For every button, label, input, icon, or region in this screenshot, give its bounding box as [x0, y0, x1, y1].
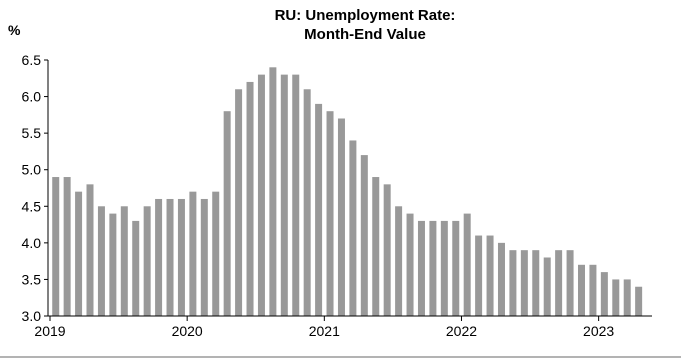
- x-tick-label: 2022: [446, 323, 477, 339]
- bar: [212, 191, 220, 316]
- chart-title: RU: Unemployment Rate:: [274, 7, 456, 24]
- bar: [143, 206, 151, 316]
- bar: [509, 250, 517, 316]
- x-tick-label: 2021: [309, 323, 340, 339]
- bar: [349, 140, 357, 316]
- bar: [326, 111, 334, 316]
- bar: [257, 74, 265, 316]
- bar: [303, 89, 311, 316]
- y-axis-unit-label: %: [8, 22, 21, 38]
- bar: [417, 220, 425, 316]
- x-tick-label: 2023: [583, 323, 614, 339]
- x-tick-label: 2019: [34, 323, 65, 339]
- x-tick-label: 2020: [172, 323, 203, 339]
- y-tick-label: 6.5: [22, 52, 42, 68]
- y-tick-label: 4.0: [22, 235, 42, 251]
- bar: [463, 213, 471, 316]
- bar: [97, 206, 105, 316]
- bar: [600, 272, 608, 316]
- bar: [623, 279, 631, 316]
- bar: [360, 155, 368, 316]
- bar: [235, 89, 243, 316]
- bar: [189, 191, 197, 316]
- bar: [566, 250, 574, 316]
- bar: [612, 279, 620, 316]
- bar: [589, 264, 597, 316]
- bar: [440, 220, 448, 316]
- bar: [109, 213, 117, 316]
- bar: [337, 118, 345, 316]
- bar: [246, 81, 254, 316]
- bar: [177, 198, 185, 316]
- bar: [520, 250, 528, 316]
- y-tick-label: 5.0: [22, 162, 42, 178]
- bar: [406, 213, 414, 316]
- bar: [383, 184, 391, 316]
- bar: [532, 250, 540, 316]
- bar: [372, 177, 380, 316]
- bar: [429, 220, 437, 316]
- y-tick-label: 4.5: [22, 198, 42, 214]
- chart-subtitle: Month-End Value: [304, 26, 426, 43]
- bar: [555, 250, 563, 316]
- bar: [486, 235, 494, 316]
- y-tick-label: 6.0: [22, 89, 42, 105]
- bar: [155, 198, 163, 316]
- bar: [280, 74, 288, 316]
- bar: [497, 242, 505, 316]
- bar: [315, 103, 323, 316]
- y-tick-label: 5.5: [22, 125, 42, 141]
- bar: [635, 286, 643, 316]
- bar: [200, 198, 208, 316]
- bar: [452, 220, 460, 316]
- bar: [120, 206, 128, 316]
- y-tick-label: 3.5: [22, 271, 42, 287]
- bar: [543, 257, 551, 316]
- bar: [132, 220, 140, 316]
- bar: [223, 111, 231, 316]
- y-tick-label: 3.0: [22, 308, 42, 324]
- bar: [578, 264, 585, 316]
- bar: [269, 67, 277, 316]
- bar: [75, 191, 83, 316]
- bar: [166, 198, 174, 316]
- bar: [52, 177, 60, 316]
- bar: [395, 206, 403, 316]
- bar: [63, 177, 71, 316]
- bar: [292, 74, 300, 316]
- bar: [475, 235, 483, 316]
- bar: [86, 184, 94, 316]
